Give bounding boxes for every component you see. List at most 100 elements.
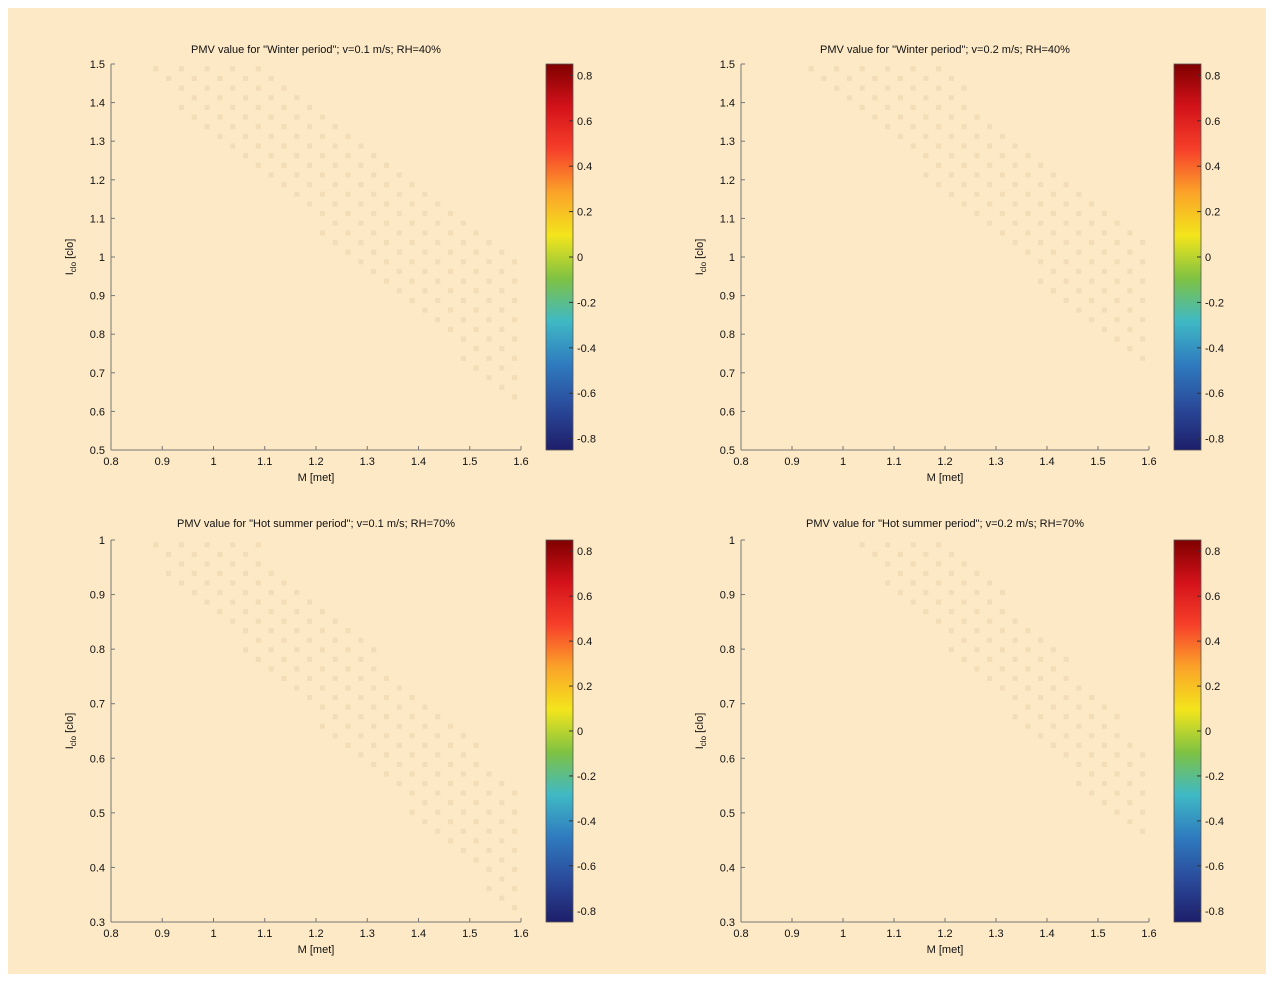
x-tick-label: 1.4 [411,456,426,468]
heatmap-cell [987,143,993,149]
heatmap-cell [512,828,518,834]
heatmap-cell [307,182,313,188]
heatmap-cell [409,790,415,796]
heatmap-cell [846,75,852,81]
heatmap-cell [281,143,287,149]
heatmap-cell [294,666,300,672]
heatmap-cell [332,143,338,149]
heatmap-cell [448,288,454,294]
heatmap-cell [422,819,428,825]
heatmap-cell [486,336,492,342]
heatmap-cell [910,143,916,149]
heatmap-cell [422,704,428,710]
heatmap-cell [1114,771,1120,777]
heatmap-cell [345,230,351,236]
heatmap-cell [332,695,338,701]
heatmap-cell [153,542,159,548]
x-tick-label: 1.3 [988,928,1003,940]
heatmap-cell [217,114,223,120]
heatmap-cell [371,153,377,159]
heatmap-cell [948,628,954,634]
heatmap-cell [948,590,954,596]
heatmap-cell [435,201,441,207]
heatmap-cell [435,828,441,834]
heatmap-cell [1114,809,1120,815]
heatmap-cell [499,876,505,882]
colorbar-tick-label: 0.4 [1205,161,1220,173]
colorbar-tick-label: -0.2 [1205,771,1224,783]
heatmap-cell [319,647,325,653]
heatmap-cell [1050,268,1056,274]
heatmap-cell [243,114,249,120]
x-tick-label: 1.4 [411,928,426,940]
heatmap-cell [872,551,878,557]
heatmap-cell [974,211,980,217]
heatmap-cell [435,317,441,323]
colorbar-tick-label: -0.8 [1205,906,1224,918]
heatmap-cell [499,819,505,825]
colorbar-tick-label: 0 [577,726,583,738]
heatmap-cell [999,666,1005,672]
heatmap-cell [872,75,878,81]
heatmap-cell [1089,752,1095,758]
heatmap-cell [1050,249,1056,255]
heatmap-cell [345,249,351,255]
heatmap-cell [307,656,313,662]
heatmap-cell [191,95,197,101]
colorbar-tick-label: 0.8 [577,70,592,82]
y-tick-label: 0.8 [720,644,735,656]
heatmap-cell [371,230,377,236]
heatmap-cell [371,761,377,767]
heatmap-cell [1089,733,1095,739]
heatmap-cell [230,561,236,567]
heatmap-cell [473,249,479,255]
colorbar-tick-label: -0.8 [577,434,596,446]
heatmap-cell [371,211,377,217]
colorbar [1173,63,1202,451]
heatmap-cell [358,656,364,662]
heatmap-cell [371,723,377,729]
heatmap-cell [230,580,236,586]
y-tick-label: 1 [99,535,105,547]
heatmap-cell [872,95,878,101]
heatmap-cell [923,114,929,120]
heatmap-cell [448,800,454,806]
x-tick-label: 1.3 [360,928,375,940]
heatmap-cell [948,153,954,159]
heatmap-cell [1127,346,1133,352]
heatmap-cell [1140,259,1146,265]
heatmap-cell [1076,742,1082,748]
y-tick-label: 0.8 [90,644,105,656]
heatmap-cell [512,278,518,284]
heatmap-cell [1025,153,1031,159]
colorbar-tick-label: -0.6 [1205,388,1224,400]
heatmap-cell [923,153,929,159]
heatmap-cell [1101,268,1107,274]
heatmap-cell [243,590,249,596]
heatmap-cell [486,847,492,853]
heatmap-cell [1038,714,1044,720]
heatmap-cell [987,201,993,207]
heatmap-cell [383,278,389,284]
heatmap-cell [396,288,402,294]
heatmap-cell [1012,675,1018,681]
heatmap-cell [1089,240,1095,246]
heatmap-cell [255,542,261,548]
heatmap-cell [371,268,377,274]
heatmap-cell [486,278,492,284]
colorbar-tick-label: 0.2 [1205,207,1220,219]
heatmap-cell [1140,317,1146,323]
colorbar-tick-label: 0 [577,252,583,264]
heatmap-cell [1012,220,1018,226]
y-tick-label: 0.9 [720,291,735,303]
heatmap-cell [307,599,313,605]
heatmap-cell [1076,685,1082,691]
heatmap-cell [396,723,402,729]
heatmap-cell [1101,723,1107,729]
heatmap-cell [345,647,351,653]
heatmap-cell [512,809,518,815]
heatmap-cell [268,75,274,81]
heatmap-cell [332,220,338,226]
heatmap-cell [1127,800,1133,806]
y-tick-label: 1.4 [90,98,105,110]
